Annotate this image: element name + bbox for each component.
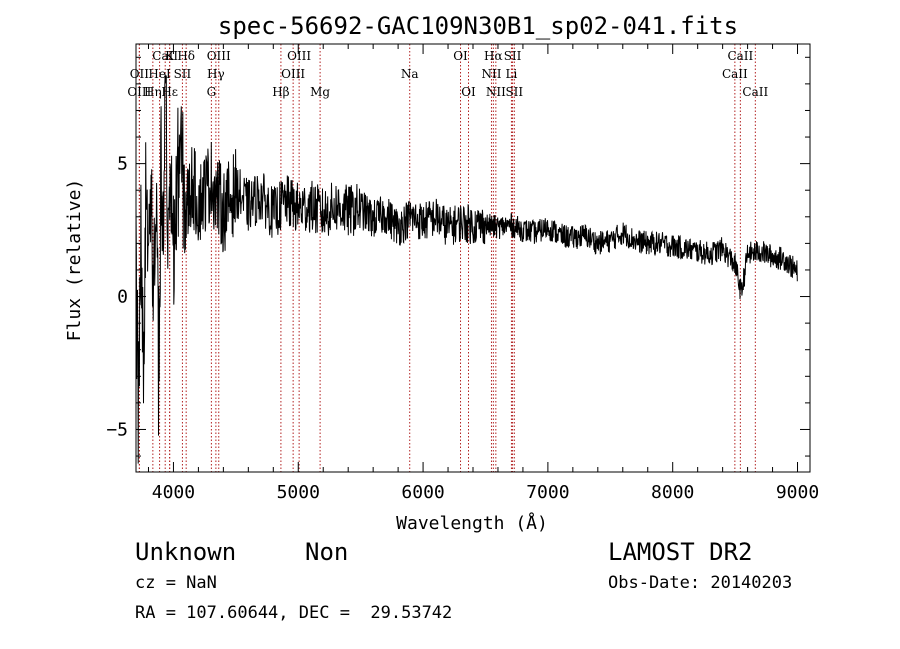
x-tick-label-1: 5000: [277, 482, 320, 503]
x-tick-label-5: 9000: [776, 482, 819, 503]
y-tick-label-1: 0: [117, 287, 128, 308]
line-label-8: CaII: [727, 49, 753, 63]
line-label-2: Hδ: [177, 49, 195, 63]
line-label-17: CaII: [722, 67, 748, 81]
y-axis-label: Flux (relative): [64, 179, 85, 342]
line-label-26: SII: [505, 85, 523, 99]
line-label-1: K: [165, 49, 175, 63]
line-label-24: OI: [461, 85, 476, 99]
line-label-9: OII: [130, 67, 150, 81]
line-label-20: Hε: [161, 85, 178, 99]
line-label-22: Hβ: [272, 85, 289, 99]
line-label-6: Hα: [484, 49, 503, 63]
ra-dec-label: RA = 107.60644, DEC = 29.53742: [135, 603, 453, 623]
classification-label: Unknown: [135, 538, 237, 566]
line-label-27: CaII: [742, 85, 768, 99]
line-label-23: Mg: [310, 85, 330, 99]
line-label-25: NII: [486, 85, 506, 99]
line-label-15: NII: [481, 67, 501, 81]
line-label-21: G: [207, 85, 217, 99]
line-label-3: OIII: [207, 49, 231, 63]
spectrum-line: [135, 74, 798, 464]
x-tick-label-0: 4000: [152, 482, 195, 503]
line-label-13: OIII: [281, 67, 305, 81]
spectral-line-markers: [138, 44, 756, 472]
y-axis-ticks: −5 0 5: [106, 56, 810, 457]
line-label-11: SII: [174, 67, 192, 81]
y-tick-label-2: 5: [117, 154, 128, 175]
line-label-10: HeI: [148, 67, 171, 81]
x-tick-label-4: 8000: [651, 482, 694, 503]
subclass-label: Non: [305, 538, 349, 566]
line-label-19: Hη: [144, 85, 162, 99]
line-label-7: SII: [504, 49, 522, 63]
obs-date-label: Obs-Date: 20140203: [608, 573, 793, 593]
line-label-16: Li: [506, 67, 518, 81]
line-label-5: OI: [453, 49, 468, 63]
line-label-12: Hγ: [207, 67, 225, 81]
x-tick-label-3: 7000: [526, 482, 569, 503]
y-tick-label-0: −5: [106, 419, 128, 440]
line-label-18: OIII: [127, 85, 151, 99]
line-label-14: Na: [401, 67, 419, 81]
survey-label: LAMOST DR2: [608, 538, 753, 566]
x-tick-label-2: 6000: [401, 482, 444, 503]
line-label-4: OIII: [287, 49, 311, 63]
x-axis-ticks: 4000 5000 6000 7000 8000 9000: [147, 44, 819, 503]
cz-label: cz = NaN: [135, 573, 217, 593]
line-label-0: CaII: [152, 49, 178, 63]
x-axis-label: Wavelength (Å): [396, 512, 548, 534]
chart-title: spec-56692-GAC109N30B1_sp02-041.fits: [218, 12, 738, 40]
